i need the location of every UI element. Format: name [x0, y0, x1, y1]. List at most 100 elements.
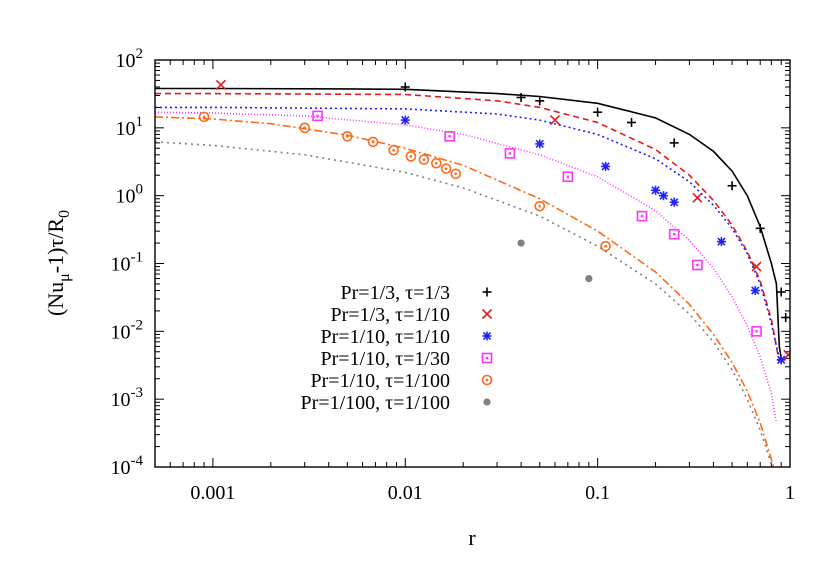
y-tick-label: 10-4 — [111, 453, 144, 479]
x-tick-label: 0.1 — [585, 482, 610, 504]
series-4-point — [440, 163, 452, 174]
series-4-point — [198, 111, 210, 123]
x-tick-label: 0.01 — [388, 482, 423, 504]
y-label-sub-zero: 0 — [56, 210, 73, 218]
marker-center — [508, 152, 512, 155]
series-2-curve — [155, 106, 781, 359]
series-3-curve — [155, 111, 778, 423]
series-3-point — [444, 131, 455, 142]
marker-stroke — [482, 331, 492, 341]
marker-stroke — [534, 200, 546, 212]
y-axis-label: (Nuμ-1)τ/R0 — [43, 210, 73, 316]
marker-stroke — [783, 352, 790, 360]
legend-label-3: Pr=1/10, τ=1/30 — [321, 348, 451, 370]
series-2-point — [535, 139, 545, 149]
marker-stroke — [481, 308, 493, 320]
series-0-point — [516, 93, 526, 103]
legend-marker-4 — [481, 374, 493, 386]
marker-center — [392, 148, 395, 152]
series-1-point — [215, 79, 226, 90]
marker-center — [485, 378, 489, 382]
legend-marker-5 — [483, 398, 491, 406]
y-tick-exponent: 1 — [136, 114, 144, 130]
y-tick-base: 10 — [111, 254, 131, 276]
marker-stroke — [692, 259, 703, 271]
y-tick-label: 10-2 — [111, 317, 144, 343]
legend-label-1: Pr=1/3, τ=1/10 — [331, 304, 451, 326]
legend-marker-0 — [482, 287, 492, 297]
y-tick-base: 10 — [116, 50, 136, 72]
series-5-point — [517, 239, 525, 247]
marker-fill — [517, 239, 525, 247]
series-0-point — [776, 287, 786, 297]
y-tick-exponent: -4 — [131, 453, 144, 469]
legend-marker-1 — [481, 308, 493, 320]
marker-stroke — [600, 240, 611, 252]
marker-center — [604, 244, 607, 248]
y-tick-label: 10-1 — [111, 250, 144, 276]
marker-stroke — [668, 228, 680, 240]
y-tick-exponent: -1 — [131, 250, 144, 266]
series-2-point — [750, 285, 760, 295]
legend-label-5: Pr=1/100, τ=1/100 — [301, 392, 451, 414]
y-tick-base: 10 — [111, 321, 131, 343]
marker-center — [371, 140, 375, 144]
marker-stroke — [601, 162, 610, 171]
series-2-point — [659, 191, 669, 201]
series-2-point — [601, 161, 611, 171]
marker-stroke — [401, 115, 410, 125]
marker-stroke — [450, 168, 462, 180]
legend-label-0: Pr=1/3, τ=1/3 — [341, 282, 451, 304]
y-tick-label: 101 — [116, 114, 144, 140]
marker-stroke — [535, 139, 544, 149]
marker-stroke — [751, 261, 762, 272]
marker-fill — [483, 398, 491, 406]
series-4-point — [534, 200, 546, 212]
series-1-point — [751, 261, 762, 272]
plot-frame — [154, 59, 791, 468]
marker-stroke — [312, 110, 323, 122]
series-4-point — [431, 158, 442, 169]
marker-center — [566, 175, 570, 178]
series-3-point — [636, 210, 648, 222]
axis-ticks — [154, 59, 791, 468]
fit-curves — [155, 87, 782, 467]
series-3-point — [312, 110, 323, 122]
marker-center — [755, 330, 758, 333]
y-tick-base: 10 — [111, 457, 131, 479]
series-1-point — [783, 349, 790, 360]
series-3-point — [668, 228, 680, 240]
series-4-curve — [155, 116, 775, 467]
series-0-point — [755, 223, 765, 233]
legend-marker-3 — [481, 352, 493, 364]
marker-stroke — [198, 111, 210, 123]
marker-stroke — [651, 186, 660, 195]
legend-marker-2 — [482, 331, 492, 341]
marker-center — [444, 167, 448, 170]
marker-stroke — [636, 210, 648, 222]
series-4-point — [600, 240, 611, 252]
y-tick-exponent: -2 — [131, 317, 144, 333]
series-0-point — [627, 117, 637, 127]
marker-stroke — [549, 115, 561, 126]
marker-center — [346, 135, 349, 138]
marker-stroke — [751, 286, 760, 295]
series-4-point — [405, 151, 417, 162]
series-0-point — [781, 312, 790, 322]
marker-stroke — [342, 131, 353, 142]
marker-center — [303, 126, 306, 130]
marker-center — [696, 263, 699, 267]
marker-center — [448, 135, 451, 138]
y-tick-label: 10-3 — [111, 385, 144, 411]
marker-stroke — [405, 151, 417, 162]
marker-center — [316, 114, 319, 118]
y-label-sub-mu: μ — [56, 273, 73, 282]
marker-stroke — [717, 237, 726, 246]
legend-label-2: Pr=1/10, τ=1/10 — [321, 326, 451, 348]
series-3-point — [562, 171, 574, 183]
series-5-point — [585, 274, 593, 283]
x-axis-label: r — [468, 525, 476, 550]
marker-stroke — [777, 355, 786, 365]
series-2-point — [716, 237, 726, 247]
